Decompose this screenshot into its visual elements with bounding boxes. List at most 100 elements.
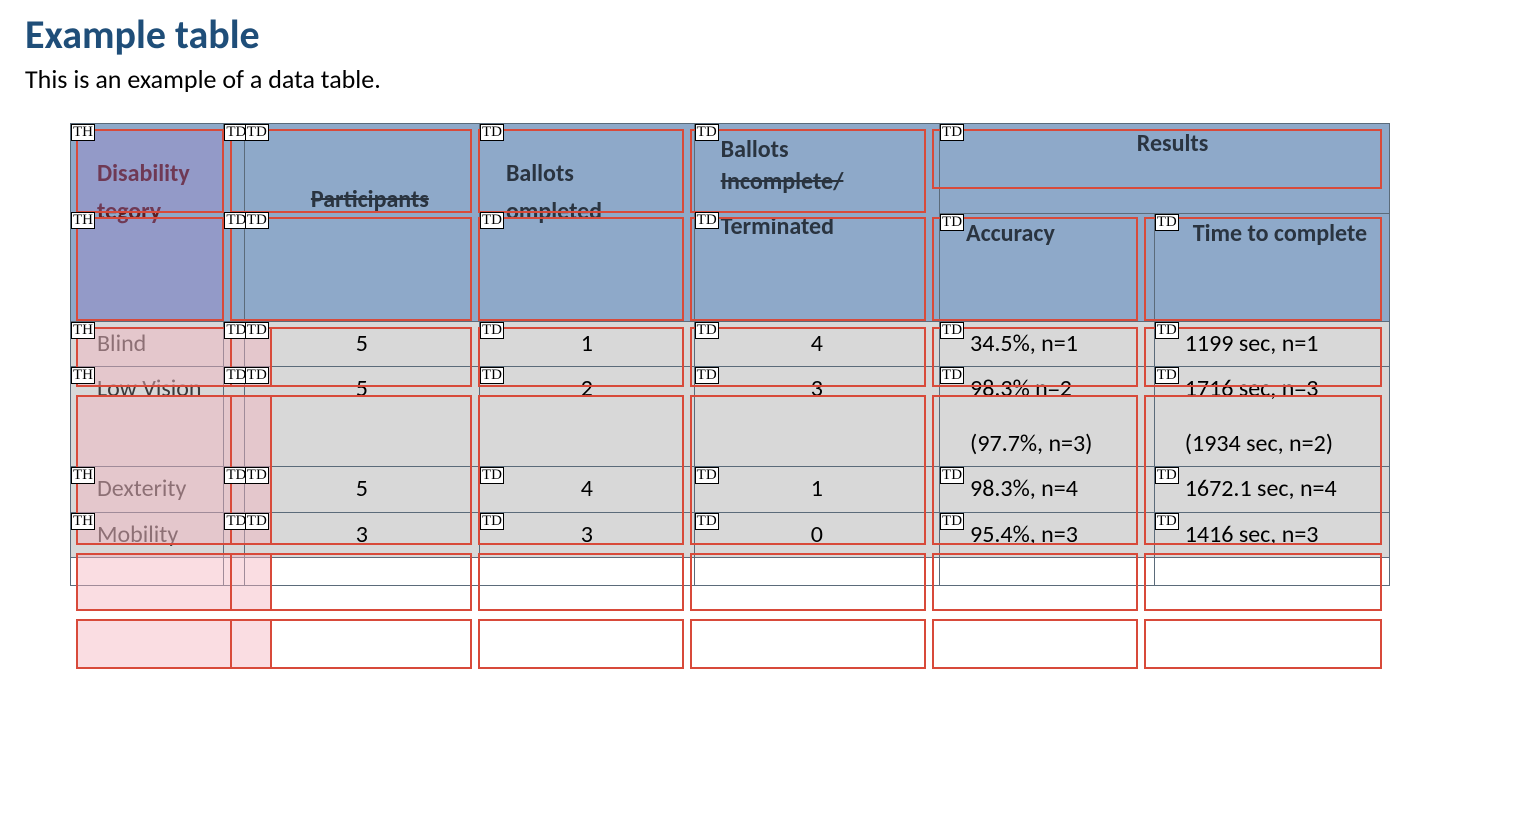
tag-td: TD xyxy=(695,467,719,484)
tag-th: TH xyxy=(71,124,95,141)
cell-completed: TD4 xyxy=(479,467,694,512)
cell-accuracy: TD 98.3% n=2 (97.7%, n=3) xyxy=(940,367,1155,467)
cell-accuracy: TD34.5%, n=1 xyxy=(940,322,1155,367)
tag-td: TD xyxy=(940,214,964,231)
cell-incomplete: TD1 xyxy=(694,467,939,512)
tag-th: TH xyxy=(71,367,95,384)
spacer-cell: TD TD xyxy=(224,124,244,322)
tag-td: TD xyxy=(695,212,719,229)
tag-td: TD xyxy=(1155,214,1179,231)
tag-td: TD xyxy=(1155,322,1179,339)
empty-cell xyxy=(479,557,694,585)
table-row: TH Blind TD TD5 TD1 TD4 TD34.5%, n=1 TD1… xyxy=(71,322,1390,367)
cell-participants: TD5 xyxy=(244,367,479,467)
tag-td: TD xyxy=(695,322,719,339)
cell-incomplete: TD4 xyxy=(694,322,939,367)
tag-td: TD xyxy=(480,212,504,229)
header-incomplete-l2: Incomplete/ xyxy=(695,166,939,198)
cell-time: TD1199 sec, n=1 xyxy=(1154,322,1389,367)
tag-th: TH xyxy=(71,322,95,339)
empty-cell xyxy=(71,557,224,585)
cell-accuracy: TD98.3%, n=4 xyxy=(940,467,1155,512)
overlay-box xyxy=(230,619,472,669)
empty-cell xyxy=(694,557,939,585)
tag-td: TD xyxy=(480,467,504,484)
spacer-cell: TD xyxy=(224,467,244,512)
cell-completed: TD3 xyxy=(479,512,694,557)
row-header: TH Blind xyxy=(71,322,224,367)
cell-time: TD1672.1 sec, n=4 xyxy=(1154,467,1389,512)
header-ballots: Ballots xyxy=(480,124,694,196)
empty-cell xyxy=(224,557,244,585)
empty-cell xyxy=(1154,557,1389,585)
cell-participants: TD3 xyxy=(244,512,479,557)
overlay-box xyxy=(76,619,272,669)
row-header: TH Mobility xyxy=(71,512,224,557)
overlay-box xyxy=(932,619,1138,669)
cell-time: TD1416 sec, n=3 xyxy=(1154,512,1389,557)
tag-th: TH xyxy=(71,212,95,229)
tag-td: TD xyxy=(695,124,719,141)
spacer-cell: TD xyxy=(224,322,244,367)
overlay-box xyxy=(478,619,684,669)
tag-th: TH xyxy=(71,513,95,530)
tag-td: TD xyxy=(245,513,269,530)
tag-td: TD xyxy=(480,367,504,384)
cell-incomplete: TD0 xyxy=(694,512,939,557)
tag-td: TD xyxy=(480,513,504,530)
tag-th: TH xyxy=(71,467,95,484)
tag-td: TD xyxy=(940,467,964,484)
header-incomplete-l3: Terminated xyxy=(695,199,939,249)
tag-td: TD xyxy=(245,322,269,339)
tag-td: TD xyxy=(480,322,504,339)
tag-td: TD xyxy=(940,367,964,384)
col-ballots-completed: TD Ballots TD ompleted xyxy=(479,124,694,322)
header-row-1: TH Disability TH tegory TD TD TD TD Part… xyxy=(71,124,1390,214)
overlay-box xyxy=(1144,619,1382,669)
row-header: TH Dexterity xyxy=(71,467,224,512)
tag-td: TD xyxy=(695,367,719,384)
tag-td: TD xyxy=(245,212,269,229)
overlay-box xyxy=(690,619,926,669)
row-header: TH Low Vision xyxy=(71,367,224,467)
col-disability-category: TH Disability TH tegory xyxy=(71,124,224,322)
tag-td: TD xyxy=(1155,467,1179,484)
cell-participants: TD5 xyxy=(244,322,479,367)
spacer-cell: TD xyxy=(224,512,244,557)
tag-td: TD xyxy=(940,322,964,339)
table-row: TH Low Vision TD TD5 TD2 TD3 TD 98.3% n=… xyxy=(71,367,1390,467)
table-row-empty xyxy=(71,557,1390,585)
tag-td: TD xyxy=(245,124,269,141)
tag-td: TD xyxy=(480,124,504,141)
tag-td: TD xyxy=(695,513,719,530)
header-results: Results xyxy=(940,124,1389,166)
page-subtitle: This is an example of a data table. xyxy=(25,63,1515,95)
empty-cell xyxy=(244,557,479,585)
cell-accuracy: TD95.4%, n=3 xyxy=(940,512,1155,557)
col-participants: TD TD Participants xyxy=(244,124,479,322)
table-row: TH Mobility TD TD3 TD3 TD0 TD95.4%, n=3 … xyxy=(71,512,1390,557)
data-table: TH Disability TH tegory TD TD TD TD Part… xyxy=(70,123,1390,586)
tag-td: TD xyxy=(1155,367,1179,384)
table-row: TH Dexterity TD TD5 TD4 TD1 TD98.3%, n=4… xyxy=(71,467,1390,512)
header-participants: Participants xyxy=(245,124,479,222)
cell-time: TD 1716 sec, n=3 (1934 sec, n=2) xyxy=(1154,367,1389,467)
col-results: TD Results xyxy=(940,124,1390,214)
example-table: TH Disability TH tegory TD TD TD TD Part… xyxy=(70,123,1390,586)
header-completed-suffix: ompleted xyxy=(480,196,694,234)
cell-incomplete: TD3 xyxy=(694,367,939,467)
header-accuracy: Accuracy xyxy=(940,214,1154,256)
cell-completed: TD1 xyxy=(479,322,694,367)
col-time-to-complete: TD Time to complete xyxy=(1154,214,1389,322)
tag-td: TD xyxy=(1155,513,1179,530)
col-accuracy: TD Accuracy xyxy=(940,214,1155,322)
cell-completed: TD2 xyxy=(479,367,694,467)
tag-td: TD xyxy=(245,367,269,384)
header-incomplete-l1: Ballots xyxy=(695,124,939,166)
empty-cell xyxy=(940,557,1155,585)
cell-participants: TD5 xyxy=(244,467,479,512)
page-title: Example table xyxy=(25,10,1515,59)
spacer-cell: TD xyxy=(224,367,244,467)
tag-td: TD xyxy=(245,467,269,484)
header-time: Time to complete xyxy=(1155,214,1389,256)
